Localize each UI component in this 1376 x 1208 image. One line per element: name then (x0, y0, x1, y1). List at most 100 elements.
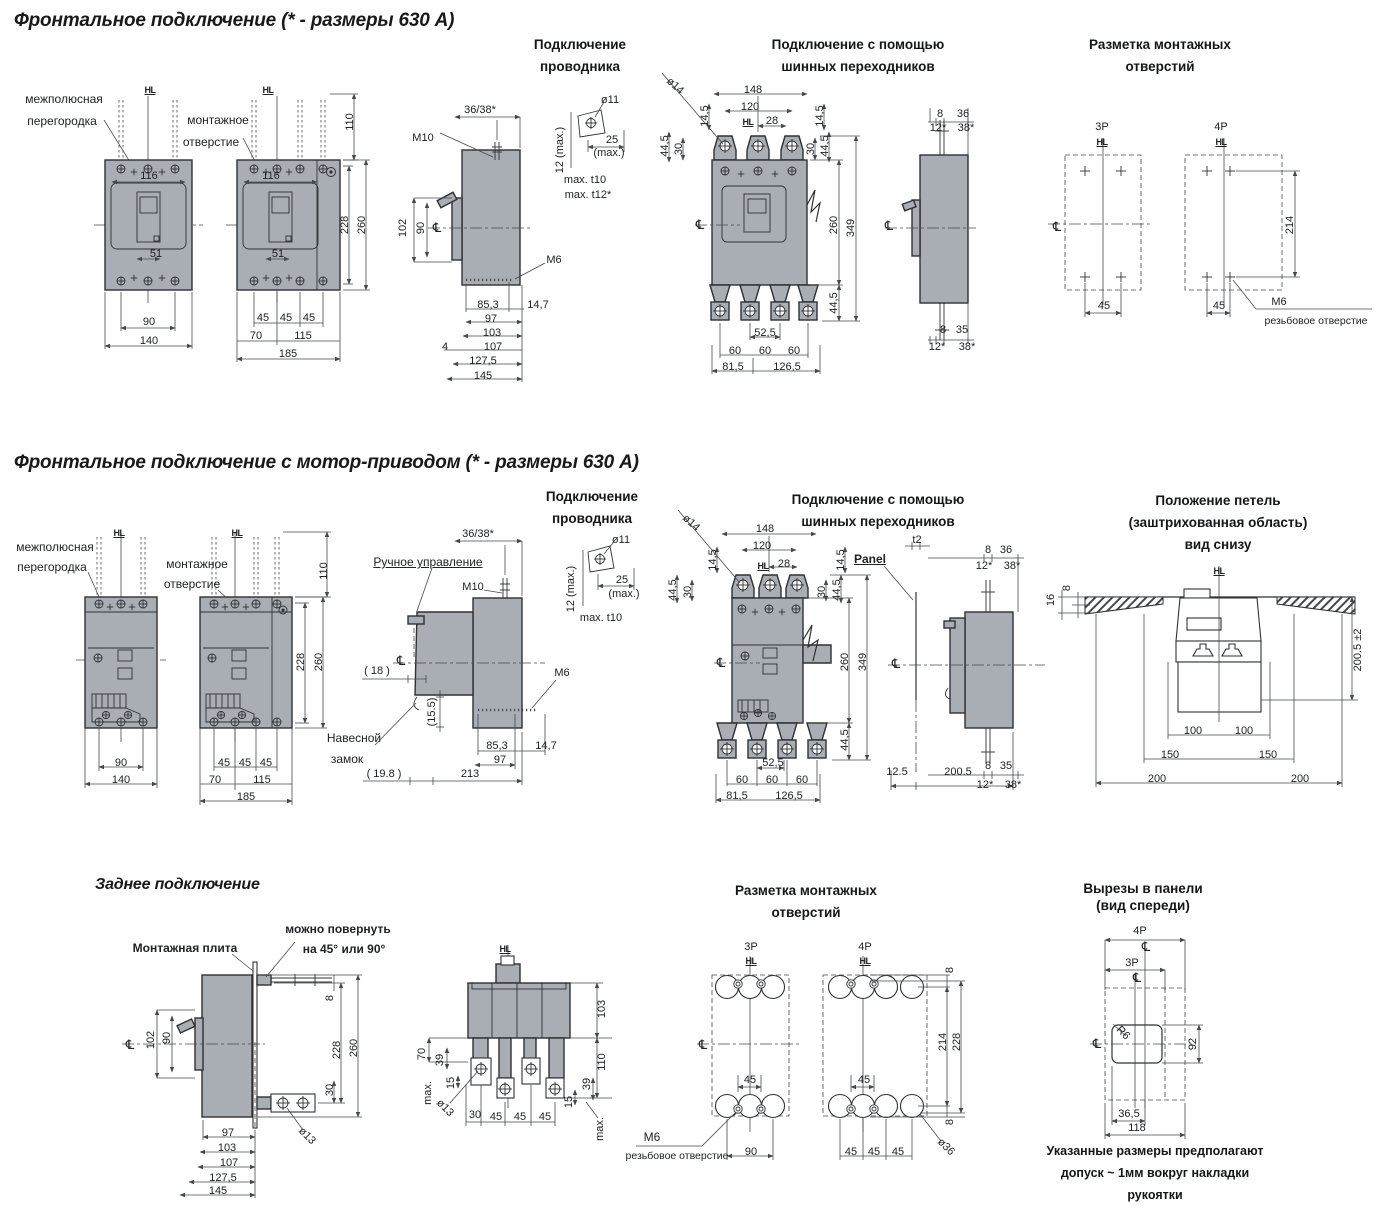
dim-label: 38* (1004, 779, 1022, 791)
dim-label: HL (231, 528, 244, 538)
dim-label: 45 (238, 757, 252, 769)
dim-label: max. (422, 1081, 434, 1105)
dim-label: 60 (795, 774, 809, 786)
dim-label: 8 (984, 544, 992, 556)
dim-label: 120 (752, 540, 772, 552)
dim-label: Монтажная плита (132, 941, 238, 955)
dim-label: HL (745, 956, 758, 966)
dim-label: 45 (1097, 300, 1111, 312)
dim-label: 30 (816, 585, 828, 599)
dim-label: 110 (318, 562, 330, 580)
rear-mounting-holes-4p (822, 956, 965, 1160)
dim-label: 44,5 (659, 135, 671, 157)
dim-label: 126,5 (775, 790, 803, 802)
header-line: (заштрихованная область) (1128, 515, 1308, 530)
dim-label: Panel (853, 552, 887, 566)
header-line: Разметка монтажных (735, 883, 877, 898)
dim-label: max. t12* (564, 189, 612, 201)
dim-label: M6 (546, 254, 562, 266)
dim-label: 70 (208, 774, 222, 786)
dim-label: HL (1096, 137, 1109, 147)
dim-label: ℄ (1092, 1036, 1102, 1051)
dim-label: ℄ (1052, 219, 1062, 234)
dim-label: 45 (867, 1146, 881, 1158)
dim-label: 60 (758, 345, 772, 357)
dim-label: ℄ (698, 1037, 708, 1052)
dim-label: 44,5 (831, 579, 843, 601)
dim-label: 214 (937, 1032, 949, 1052)
dim-label: 150 (1160, 749, 1180, 761)
dim-label: ( 18 ) (364, 665, 390, 677)
dim-label: 103 (596, 999, 608, 1019)
dim-label: (max.) (608, 588, 640, 600)
dim-label: 70 (416, 1047, 428, 1061)
busbar-side-view-1 (885, 108, 976, 344)
dim-label: 116 (262, 170, 280, 182)
dim-label: монтажное (166, 557, 228, 571)
dim-label: 15 (563, 1095, 575, 1109)
dim-label: 8 (324, 994, 336, 1002)
dim-label: 45 (489, 1111, 503, 1123)
dim-label: 228 (295, 652, 307, 672)
dim-label: HL (144, 85, 157, 95)
dim-label: 90 (744, 1146, 758, 1158)
dim-label: 100 (1183, 725, 1203, 737)
dim-label: 52,5 (754, 327, 776, 339)
dim-label: 200 (1290, 773, 1310, 785)
dim-label: 97 (221, 1127, 235, 1139)
header-line: Подключение (533, 37, 627, 52)
dim-label: ℄ (891, 656, 901, 671)
dim-label: 8 (939, 324, 947, 336)
dim-label: замок (330, 752, 364, 766)
dim-label: 126,5 (773, 361, 801, 373)
dim-label: 260 (356, 215, 368, 235)
header-wire-connection-2: Подключение проводника (527, 486, 657, 530)
dim-label: ℄ (716, 655, 726, 670)
dim-label: 127,5 (209, 1172, 237, 1184)
dim-label: 45 (513, 1111, 527, 1123)
front-side-view (411, 114, 546, 382)
dim-label: 118 (1128, 1122, 1146, 1134)
header-line: Разметка монтажных (1089, 37, 1231, 52)
dim-label: 81,5 (722, 361, 744, 373)
dim-label: 60 (787, 345, 801, 357)
header-line: Положение петель (1155, 493, 1281, 508)
dim-label: 228 (951, 1032, 963, 1052)
dim-label: 25 (615, 574, 629, 586)
label-interpole-barrier: межполюсная (25, 92, 103, 106)
dim-label: 45 (1212, 300, 1226, 312)
dim-label: 260 (839, 652, 851, 672)
dim-label: 28 (777, 558, 791, 570)
hinge-position-view (1058, 566, 1358, 787)
header-busbar-connection-2: Подключение с помощью шинных переходнико… (790, 489, 966, 533)
dim-label: 8 (936, 108, 944, 120)
dim-label: 14,5 (814, 105, 826, 127)
dim-label: 4 (441, 341, 449, 353)
dim-label: M10 (412, 132, 434, 144)
dim-label: 90 (415, 221, 427, 235)
dim-label: 145 (473, 370, 493, 382)
dim-label: 90 (114, 757, 128, 769)
dim-label: 45 (743, 1074, 757, 1086)
header-hinge-position: Положение петель (заштрихованная область… (1118, 490, 1318, 556)
dim-label: 200.5 ±2 (1352, 628, 1364, 672)
dim-label: 36,5 (1118, 1108, 1140, 1120)
header-mounting-holes-1: Разметка монтажных отверстий (1082, 34, 1238, 78)
dim-label: ℄ (1141, 939, 1151, 954)
dim-label: M10 (462, 581, 484, 593)
busbar-front-view-2 (674, 509, 871, 803)
header-line: Подключение с помощью (791, 492, 965, 507)
dim-label: 115 (253, 774, 271, 786)
section-title-rear-connection: Заднее подключение (95, 876, 260, 893)
dim-label: 140 (111, 774, 131, 786)
dim-label: 12 (max.) (565, 565, 577, 613)
dim-label: отверстие (163, 577, 221, 591)
dim-label: 120 (740, 101, 760, 113)
dim-label: 8 (944, 966, 956, 974)
dim-label: 36/38* (464, 104, 496, 116)
dim-label: отверстие (182, 135, 240, 149)
header-line: шинных переходников (801, 514, 955, 529)
dim-label: 3P (1125, 957, 1139, 969)
dim-label: 39 (434, 1053, 446, 1067)
